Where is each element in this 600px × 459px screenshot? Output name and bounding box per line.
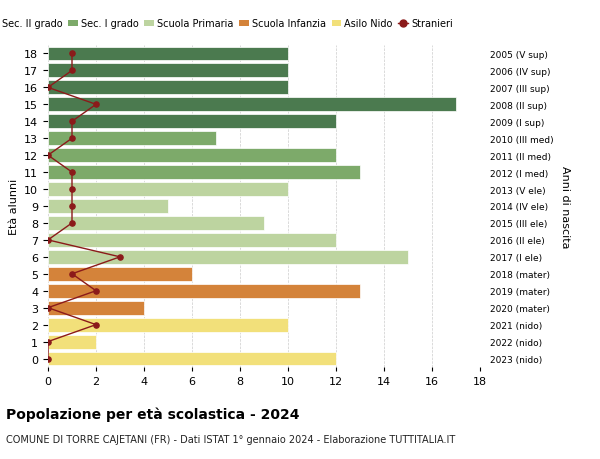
Bar	[48, 183, 288, 196]
Point	[43, 84, 53, 92]
Bar	[48, 318, 288, 332]
Y-axis label: Età alunni: Età alunni	[8, 179, 19, 235]
Bar	[48, 335, 96, 349]
Point	[67, 118, 77, 126]
Bar	[48, 352, 336, 366]
Point	[67, 203, 77, 210]
Point	[115, 254, 125, 261]
Bar	[48, 64, 288, 78]
Bar	[48, 200, 168, 213]
Text: Popolazione per età scolastica - 2024: Popolazione per età scolastica - 2024	[6, 406, 299, 421]
Bar	[48, 267, 192, 281]
Point	[67, 50, 77, 58]
Point	[67, 270, 77, 278]
Point	[91, 101, 101, 109]
Point	[43, 152, 53, 159]
Bar	[48, 47, 288, 62]
Bar	[48, 98, 456, 112]
Point	[43, 355, 53, 363]
Point	[43, 338, 53, 346]
Bar	[48, 81, 288, 95]
Bar	[48, 301, 144, 315]
Legend: Sec. II grado, Sec. I grado, Scuola Primaria, Scuola Infanzia, Asilo Nido, Stran: Sec. II grado, Sec. I grado, Scuola Prim…	[0, 16, 457, 33]
Point	[67, 169, 77, 176]
Point	[43, 237, 53, 244]
Text: COMUNE DI TORRE CAJETANI (FR) - Dati ISTAT 1° gennaio 2024 - Elaborazione TUTTIT: COMUNE DI TORRE CAJETANI (FR) - Dati IST…	[6, 434, 455, 444]
Point	[43, 304, 53, 312]
Y-axis label: Anni di nascita: Anni di nascita	[560, 165, 570, 248]
Point	[91, 287, 101, 295]
Point	[67, 135, 77, 143]
Bar	[48, 149, 336, 163]
Bar	[48, 166, 360, 179]
Point	[91, 321, 101, 329]
Point	[67, 220, 77, 227]
Bar	[48, 234, 336, 247]
Bar	[48, 217, 264, 230]
Bar	[48, 250, 408, 264]
Bar	[48, 132, 216, 146]
Point	[67, 186, 77, 193]
Bar	[48, 284, 360, 298]
Point	[67, 67, 77, 75]
Bar	[48, 115, 336, 129]
